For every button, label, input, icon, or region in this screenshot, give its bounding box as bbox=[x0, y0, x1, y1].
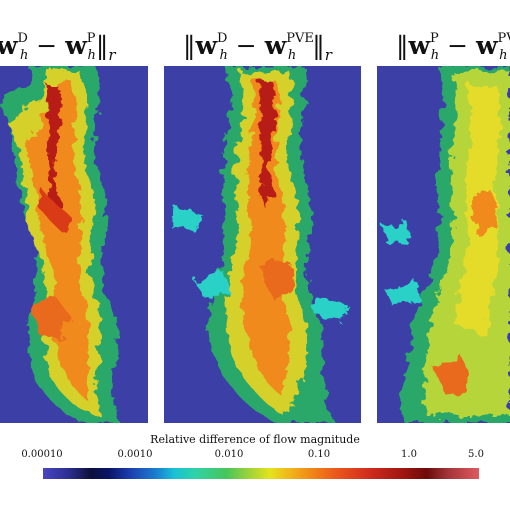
field-plot-left bbox=[0, 66, 148, 423]
title-middle: ‖wDh − wPVEh ‖r bbox=[183, 31, 332, 64]
colorbar-tick: 0.10 bbox=[307, 449, 331, 460]
colorbar-tick: 1.0 bbox=[401, 449, 417, 460]
title-left: wDh − wPh‖r bbox=[0, 24, 116, 71]
colorbar-tick: 5.0 bbox=[468, 449, 484, 460]
field-plot-middle bbox=[164, 66, 361, 423]
colorbar-tick: 0.00010 bbox=[21, 449, 63, 460]
colorbar-tick: 0.0010 bbox=[117, 449, 153, 460]
colorbar bbox=[43, 468, 479, 479]
colorbar-tick: 0.010 bbox=[214, 449, 244, 460]
title-left-w: w bbox=[0, 31, 18, 60]
colorbar-title: Relative difference of flow magnitude bbox=[150, 433, 360, 446]
field-plot-middle-svg bbox=[169, 66, 349, 423]
field-plot-left-svg bbox=[0, 66, 120, 423]
title-right: ‖wPh − wPVEh bbox=[396, 31, 510, 63]
field-plot-right bbox=[377, 66, 510, 423]
field-plot-right-svg bbox=[382, 66, 510, 423]
